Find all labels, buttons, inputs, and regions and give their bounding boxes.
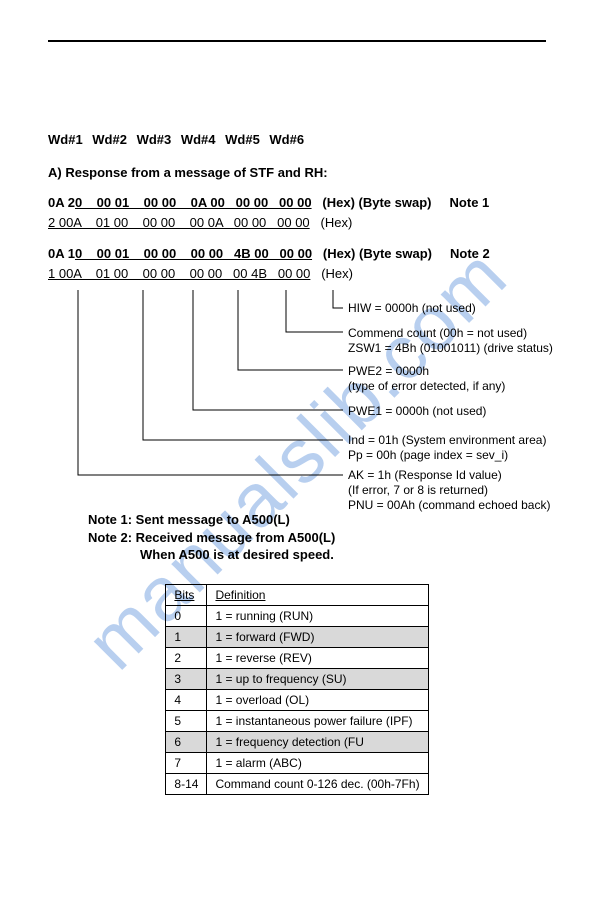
table-header-row: Bits Definition <box>166 584 428 605</box>
cell-definition: 1 = up to frequency (SU) <box>207 668 428 689</box>
cell-bit: 7 <box>166 752 207 773</box>
bits-table: Bits Definition 01 = running (RUN)11 = f… <box>165 584 428 795</box>
cell-definition: Command count 0-126 dec. (00h-7Fh) <box>207 773 428 794</box>
note-2: Note 2: Received message from A500(L) <box>88 529 546 547</box>
cell-bit: 5 <box>166 710 207 731</box>
table-row: 31 = up to frequency (SU) <box>166 668 428 689</box>
label-command-count: Commend count (00h = not used)ZSW1 = 4Bh… <box>348 326 553 356</box>
table-row: 21 = reverse (REV) <box>166 647 428 668</box>
hex-row-1b: 2 00A 01 00 00 00 00 0A 00 00 00 00 (Hex… <box>48 214 546 232</box>
label-pwe2: PWE2 = 0000h(type of error detected, if … <box>348 364 505 394</box>
cell-bit: 1 <box>166 626 207 647</box>
col-definition: Definition <box>207 584 428 605</box>
cell-definition: 1 = reverse (REV) <box>207 647 428 668</box>
hex-row-2b: 1 00A 01 00 00 00 00 00 00 4B 00 00 (Hex… <box>48 265 546 283</box>
table-row: 11 = forward (FWD) <box>166 626 428 647</box>
cell-definition: 1 = overload (OL) <box>207 689 428 710</box>
cell-definition: 1 = forward (FWD) <box>207 626 428 647</box>
table-row: 01 = running (RUN) <box>166 605 428 626</box>
note-3: When A500 is at desired speed. <box>88 546 546 564</box>
word-header: Wd#1 Wd#2 Wd#3 Wd#4 Wd#5 Wd#6 <box>48 132 546 147</box>
hex-block-2: 0A 10 00 01 00 00 00 00 4B 00 00 00 (Hex… <box>48 245 546 282</box>
table-row: 41 = overload (OL) <box>166 689 428 710</box>
cell-definition: 1 = instantaneous power failure (IPF) <box>207 710 428 731</box>
cell-definition: 1 = running (RUN) <box>207 605 428 626</box>
label-ind: Ind = 01h (System environment area)Pp = … <box>348 433 546 463</box>
label-ak: AK = 1h (Response Id value)(If error, 7 … <box>348 468 550 513</box>
table-row: 51 = instantaneous power failure (IPF) <box>166 710 428 731</box>
note-1: Note 1: Sent message to A500(L) <box>88 511 546 529</box>
cell-definition: 1 = frequency detection (FU <box>207 731 428 752</box>
label-pwe1: PWE1 = 0000h (not used) <box>348 404 486 419</box>
cell-bit: 4 <box>166 689 207 710</box>
cell-bit: 6 <box>166 731 207 752</box>
hex-row-2a: 0A 10 00 01 00 00 00 00 4B 00 00 00 (Hex… <box>48 245 546 263</box>
top-rule <box>48 40 546 42</box>
label-hiw: HIW = 0000h (not used) <box>348 301 476 316</box>
section-a-title: A) Response from a message of STF and RH… <box>48 165 546 180</box>
col-bits: Bits <box>166 584 207 605</box>
hex-row-1a: 0A 20 00 01 00 00 0A 00 00 00 00 00 (Hex… <box>48 194 546 212</box>
notes-block: Note 1: Sent message to A500(L) Note 2: … <box>88 511 546 564</box>
cell-bit: 0 <box>166 605 207 626</box>
callout-diagram: HIW = 0000h (not used) Commend count (00… <box>48 290 546 505</box>
table-row: 8-14Command count 0-126 dec. (00h-7Fh) <box>166 773 428 794</box>
page-content: Wd#1 Wd#2 Wd#3 Wd#4 Wd#5 Wd#6 A) Respons… <box>0 0 594 815</box>
cell-bit: 2 <box>166 647 207 668</box>
cell-bit: 8-14 <box>166 773 207 794</box>
table-row: 61 = frequency detection (FU <box>166 731 428 752</box>
cell-definition: 1 = alarm (ABC) <box>207 752 428 773</box>
cell-bit: 3 <box>166 668 207 689</box>
table-row: 71 = alarm (ABC) <box>166 752 428 773</box>
hex-block-1: 0A 20 00 01 00 00 0A 00 00 00 00 00 (Hex… <box>48 194 546 231</box>
